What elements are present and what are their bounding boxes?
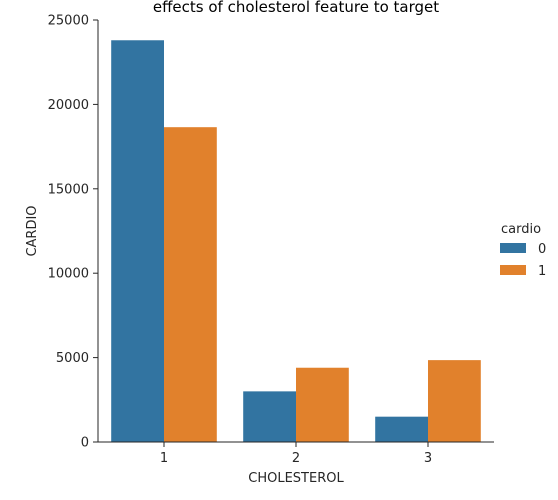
bar-cardio-1-cholesterol-1	[164, 127, 217, 442]
bars-layer	[111, 40, 481, 442]
y-ticks: 0 5000 10000 15000 20000 25000	[48, 14, 98, 451]
bar-cardio-1-cholesterol-3	[428, 360, 481, 442]
y-tick-label: 15000	[48, 182, 89, 197]
legend-swatch-0	[500, 243, 526, 253]
y-tick-label: 25000	[48, 14, 89, 29]
y-tick-label: 10000	[48, 267, 89, 282]
legend-title: cardio	[501, 222, 541, 237]
legend-label-1: 1	[538, 264, 546, 279]
bar-cardio-0-cholesterol-3	[375, 416, 428, 442]
x-tick-label: 2	[292, 451, 300, 466]
bar-cardio-1-cholesterol-2	[296, 367, 349, 442]
x-tick-label: 3	[424, 451, 432, 466]
x-ticks: 1 2 3	[160, 442, 432, 466]
x-tick-label: 1	[160, 451, 168, 466]
x-axis-label: CHOLESTEROL	[248, 471, 344, 486]
legend-swatch-1	[500, 265, 526, 275]
y-tick-label: 20000	[48, 98, 89, 113]
y-tick-label: 5000	[56, 351, 89, 366]
bar-cardio-0-cholesterol-1	[111, 40, 164, 442]
chart-title: effects of cholesterol feature to target	[153, 0, 439, 16]
y-tick-label: 0	[81, 436, 89, 451]
legend-label-0: 0	[538, 242, 546, 257]
y-axis-label: CARDIO	[25, 205, 40, 256]
legend: cardio 0 1	[500, 222, 546, 279]
bar-cardio-0-cholesterol-2	[243, 391, 296, 442]
